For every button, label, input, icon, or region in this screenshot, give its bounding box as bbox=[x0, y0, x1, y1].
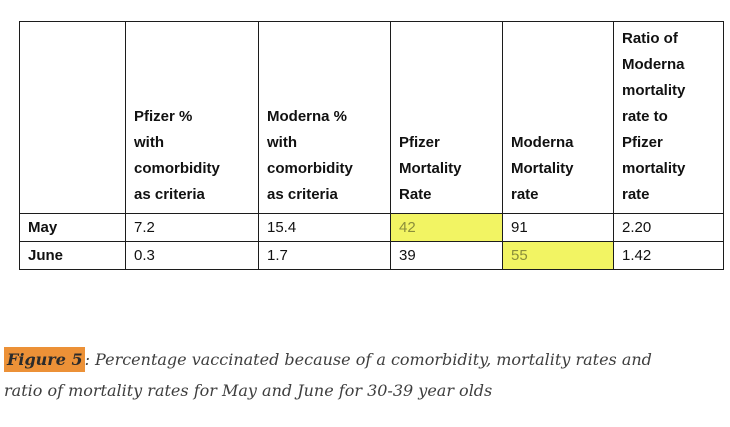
comorbidity-mortality-table-container: Pfizer % with comorbidity as criteria Mo… bbox=[19, 21, 724, 270]
col-header-blank bbox=[19, 21, 126, 214]
cell-june-mortality-ratio: 1.42 bbox=[613, 241, 724, 270]
cell-june-moderna-comorbidity-pct: 1.7 bbox=[258, 241, 391, 270]
figure-label-highlight: Figure 5 bbox=[4, 347, 85, 372]
col-header-moderna-comorbidity-pct: Moderna % with comorbidity as criteria bbox=[258, 21, 391, 214]
table-row-may: May 7.2 15.4 42 91 2.20 bbox=[19, 213, 724, 242]
col-header-pfizer-comorbidity-pct: Pfizer % with comorbidity as criteria bbox=[125, 21, 259, 214]
cell-may-mortality-ratio: 2.20 bbox=[613, 213, 724, 242]
col-header-pfizer-mortality-rate: Pfizer Mortality Rate bbox=[390, 21, 503, 214]
cell-may-moderna-mortality-rate: 91 bbox=[502, 213, 614, 242]
comorbidity-mortality-table: Pfizer % with comorbidity as criteria Mo… bbox=[19, 21, 724, 270]
cell-june-moderna-mortality-rate: 55 bbox=[502, 241, 614, 270]
col-header-moderna-mortality-rate: Moderna Mortality rate bbox=[502, 21, 614, 214]
row-label-may: May bbox=[19, 213, 126, 242]
header-row: Pfizer % with comorbidity as criteria Mo… bbox=[19, 21, 724, 214]
row-label-june: June bbox=[19, 241, 126, 270]
col-header-mortality-ratio: Ratio of Moderna mortality rate to Pfize… bbox=[613, 21, 724, 214]
cell-may-pfizer-comorbidity-pct: 7.2 bbox=[125, 213, 259, 242]
cell-may-pfizer-mortality-rate: 42 bbox=[390, 213, 503, 242]
cell-june-pfizer-comorbidity-pct: 0.3 bbox=[125, 241, 259, 270]
figure-caption-text: : Percentage vaccinated because of a com… bbox=[4, 350, 652, 400]
table-row-june: June 0.3 1.7 39 55 1.42 bbox=[19, 241, 724, 270]
cell-may-moderna-comorbidity-pct: 15.4 bbox=[258, 213, 391, 242]
figure-caption: Figure 5: Percentage vaccinated because … bbox=[4, 344, 688, 406]
cell-june-pfizer-mortality-rate: 39 bbox=[390, 241, 503, 270]
